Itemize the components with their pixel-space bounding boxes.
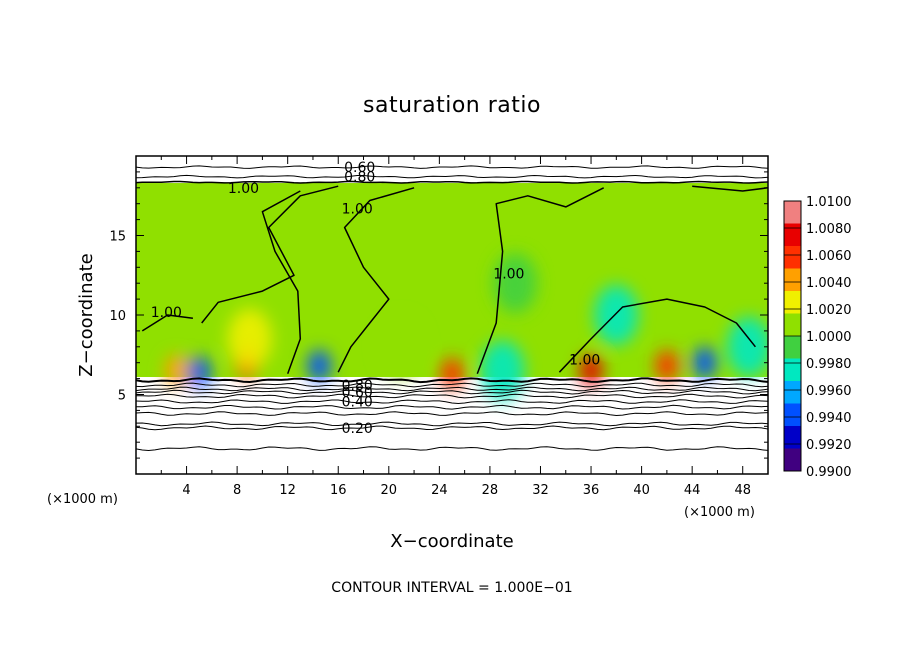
contour-interval-note: CONTOUR INTERVAL = 1.000E−01 — [331, 580, 572, 596]
y-axis: 5 10 15 — [109, 171, 768, 459]
contour-label: 1.00 — [569, 353, 600, 369]
colorbar-swatch — [784, 381, 801, 404]
x-tick-label: 44 — [684, 483, 701, 498]
contour-label: 0.80 — [342, 378, 373, 394]
field-feature — [727, 316, 768, 377]
field-features — [164, 253, 768, 401]
x-axis-label: X−coordinate — [390, 531, 513, 552]
field-feature — [594, 285, 639, 345]
x-unit-right: (×1000 m) — [684, 505, 755, 520]
field-feature — [654, 349, 679, 382]
contour-label: 0.60 — [342, 385, 373, 401]
contour-line — [136, 382, 768, 388]
colorbar-swatch — [784, 358, 801, 381]
colorbar-swatch — [784, 448, 801, 471]
contour-line — [136, 386, 768, 392]
contour-label: 0.60 — [344, 160, 375, 176]
contour-label: 1.00 — [151, 305, 182, 321]
y-tick-label: 15 — [109, 230, 126, 245]
field-fill-layer — [136, 183, 768, 401]
x-tick-label: 48 — [734, 483, 751, 498]
contour-line — [201, 185, 339, 324]
x-tick-label: 4 — [182, 483, 190, 498]
x-tick-label: 20 — [381, 483, 398, 498]
contour-line — [136, 165, 768, 169]
contour-line — [692, 185, 768, 192]
colorbar-label: 0.9980 — [806, 357, 852, 372]
colorbar-swatch — [784, 313, 801, 336]
contour-line — [136, 425, 768, 431]
field-feature — [440, 357, 464, 390]
x-tick-label: 28 — [482, 483, 499, 498]
x-tick-label: 32 — [532, 483, 549, 498]
contour-line — [136, 393, 768, 399]
colorbar-label: 1.0100 — [806, 195, 852, 210]
contour-layer: 0.600.800.800.600.400.201.001.001.001.00… — [136, 160, 768, 452]
y-axis-label: Z−coordinate — [76, 253, 97, 376]
contour-label: 0.80 — [344, 170, 375, 186]
contour-line — [136, 377, 768, 384]
contour-label: 1.00 — [228, 181, 259, 197]
contour-line — [337, 187, 415, 373]
x-axis: 4 8 12 16 20 24 28 32 36 40 44 48 — [160, 156, 751, 498]
colorbar-swatch — [784, 291, 801, 314]
contour-line — [136, 174, 768, 179]
x-tick-label: 40 — [633, 483, 650, 498]
field-feature — [480, 340, 525, 401]
colorbar-swatch — [784, 336, 801, 359]
field-feature — [692, 346, 717, 379]
field-feature — [187, 356, 212, 389]
x-tick-label: 24 — [431, 483, 448, 498]
field-feature — [579, 354, 604, 387]
contour-line — [476, 187, 605, 375]
contour-label: 0.40 — [342, 395, 373, 411]
contour-line — [136, 411, 768, 417]
contour-line — [558, 298, 756, 373]
x-tick-label: 8 — [233, 483, 241, 498]
contour-line — [136, 404, 768, 410]
contour-label: 1.00 — [342, 201, 373, 217]
y-tick-label: 10 — [109, 309, 126, 324]
x-unit-left: (×1000 m) — [47, 492, 118, 507]
colorbar-label: 0.9900 — [806, 465, 852, 480]
field-feature — [227, 308, 272, 369]
colorbar-swatch — [784, 426, 801, 449]
colorbar-label: 0.9920 — [806, 438, 852, 453]
contour-line — [136, 389, 768, 395]
y-tick-label: 5 — [118, 389, 126, 404]
colorbar-swatch — [784, 268, 801, 291]
field-feature — [379, 316, 424, 377]
colorbar-label: 1.0060 — [806, 249, 852, 264]
colorbar-label: 1.0000 — [806, 330, 852, 345]
colorbar-swatch — [784, 403, 801, 426]
colorbar-label: 1.0040 — [806, 276, 852, 291]
contour-line — [136, 446, 768, 452]
contour-line — [136, 180, 768, 184]
colorbar-label: 1.0020 — [806, 303, 852, 318]
field-feature — [493, 253, 538, 314]
contour-line — [136, 399, 768, 405]
colorbar-label: 0.9940 — [806, 411, 852, 426]
x-tick-label: 16 — [330, 483, 347, 498]
colorbar-label: 1.0080 — [806, 222, 852, 237]
x-tick-label: 36 — [583, 483, 600, 498]
colorbar-swatch — [784, 223, 801, 246]
field-feature — [164, 354, 189, 387]
contour-label: 0.20 — [342, 421, 373, 437]
contour-line — [136, 421, 768, 427]
field-feature — [307, 349, 332, 382]
colorbar-swatch — [784, 246, 801, 269]
contour-line — [141, 314, 193, 332]
colorbar-swatch — [784, 201, 801, 224]
colorbar: 0.9900 0.9920 0.9940 0.9960 0.9980 1.0000 1.00… — [783, 195, 852, 480]
colorbar-label: 0.9960 — [806, 384, 852, 399]
contour-line — [261, 190, 302, 375]
x-tick-label: 12 — [279, 483, 296, 498]
chart-title: saturation ratio — [363, 93, 541, 118]
contour-label: 1.00 — [493, 267, 524, 283]
